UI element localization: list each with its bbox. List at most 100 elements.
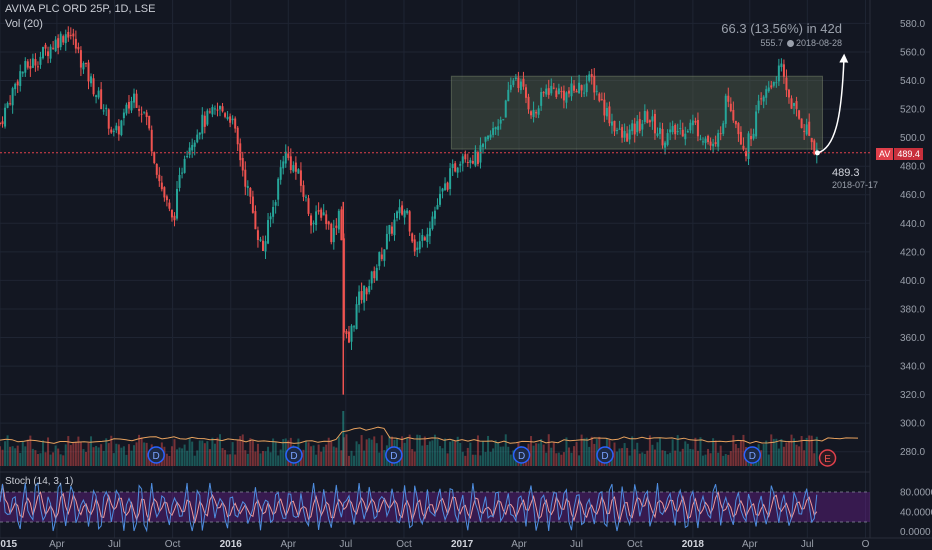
candle-body bbox=[785, 77, 788, 91]
volume-bar bbox=[14, 448, 17, 466]
candle-body bbox=[353, 326, 356, 328]
volume-bar bbox=[112, 453, 115, 466]
volume-bar bbox=[193, 455, 196, 466]
last-point-price: 489.3 bbox=[832, 167, 860, 179]
candle-body bbox=[610, 121, 613, 126]
price-tick-label: 300.0 bbox=[900, 419, 925, 430]
consolidation-range-box bbox=[450, 75, 823, 150]
candle-body bbox=[793, 103, 796, 106]
volume-bar bbox=[588, 446, 591, 466]
volume-bar bbox=[484, 452, 487, 466]
candle-body bbox=[158, 174, 161, 182]
candle-body bbox=[428, 228, 431, 237]
candle-body bbox=[474, 150, 477, 166]
volume-bar bbox=[272, 438, 275, 466]
candle-body bbox=[547, 88, 550, 95]
volume-bar bbox=[165, 453, 168, 466]
volume-bar bbox=[481, 441, 484, 466]
candle-body bbox=[287, 153, 290, 158]
candle-body bbox=[605, 107, 608, 117]
candle-body bbox=[656, 133, 659, 136]
volume-bar bbox=[782, 446, 785, 466]
candle-body bbox=[378, 252, 381, 267]
time-tick-label: Oct bbox=[627, 539, 643, 550]
candle-body bbox=[49, 46, 52, 59]
candle-body bbox=[497, 126, 500, 130]
candle-body bbox=[636, 121, 639, 133]
volume-bar bbox=[330, 440, 333, 466]
candle-body bbox=[714, 142, 717, 144]
volume-bar bbox=[451, 439, 454, 466]
candle-body bbox=[752, 133, 755, 139]
candle-body bbox=[699, 138, 702, 140]
volume-bar bbox=[674, 450, 677, 466]
candle-body bbox=[507, 89, 510, 102]
volume-bar bbox=[353, 455, 356, 466]
candle-body bbox=[433, 210, 436, 219]
volume-bar bbox=[439, 445, 442, 466]
candle-body bbox=[160, 182, 163, 190]
volume-bar bbox=[585, 437, 588, 466]
candle-body bbox=[130, 100, 133, 111]
candle-body bbox=[772, 81, 775, 86]
candle-body bbox=[782, 64, 785, 77]
volume-bar bbox=[590, 436, 593, 466]
candle-body bbox=[411, 233, 414, 242]
volume-bar bbox=[487, 435, 490, 466]
volume-bar bbox=[560, 454, 563, 466]
candle-body bbox=[284, 151, 287, 164]
price-tick-label: 560.0 bbox=[900, 47, 925, 58]
candle-body bbox=[193, 142, 196, 147]
candle-body bbox=[578, 82, 581, 94]
volume-bar bbox=[537, 443, 540, 466]
candle-body bbox=[661, 128, 664, 146]
volume-bar bbox=[307, 442, 310, 466]
candle-body bbox=[100, 89, 103, 110]
volume-bar bbox=[403, 442, 406, 466]
volume-bar bbox=[77, 436, 80, 466]
clock-icon bbox=[786, 40, 794, 47]
volume-bar bbox=[100, 444, 103, 466]
volume-bar bbox=[780, 439, 783, 466]
dividend-marker-label: D bbox=[390, 451, 397, 462]
candle-body bbox=[350, 325, 353, 342]
volume-bar bbox=[125, 454, 128, 466]
candle-body bbox=[155, 164, 158, 175]
volume-bar bbox=[408, 434, 411, 466]
price-tick-label: 280.0 bbox=[900, 447, 925, 458]
candle-body bbox=[6, 102, 9, 108]
volume-bar bbox=[31, 448, 34, 466]
volume-bar bbox=[562, 452, 565, 466]
candle-body bbox=[69, 34, 72, 36]
volume-bar bbox=[557, 452, 560, 466]
volume-bar bbox=[770, 434, 773, 466]
volume-bar bbox=[213, 443, 216, 466]
candle-body bbox=[454, 163, 457, 172]
time-tick-label: Jul bbox=[570, 539, 583, 550]
candle-body bbox=[206, 110, 209, 125]
candle-body bbox=[621, 127, 624, 138]
volume-bar bbox=[226, 454, 229, 466]
volume-bar bbox=[74, 441, 77, 466]
time-tick-label: Jul bbox=[801, 539, 814, 550]
candle-body bbox=[340, 209, 343, 241]
candle-body bbox=[64, 34, 67, 44]
volume-bar bbox=[54, 445, 57, 466]
volume-bar bbox=[671, 439, 674, 466]
candle-body bbox=[337, 210, 340, 230]
candle-body bbox=[641, 123, 644, 130]
volume-bar bbox=[41, 440, 44, 466]
volume-bar bbox=[373, 436, 376, 466]
candle-body bbox=[315, 211, 318, 225]
dividend-marker bbox=[743, 446, 762, 464]
candle-body bbox=[575, 90, 578, 93]
measure-target: 555.7 2018-08-28 bbox=[760, 38, 842, 48]
price-tag-symbol: AV bbox=[876, 148, 894, 160]
candle-body bbox=[138, 108, 141, 111]
candle-body bbox=[522, 78, 525, 87]
candle-body bbox=[125, 104, 128, 114]
candle-body bbox=[535, 112, 538, 114]
candle-body bbox=[461, 156, 464, 164]
volume-bar bbox=[206, 441, 209, 466]
